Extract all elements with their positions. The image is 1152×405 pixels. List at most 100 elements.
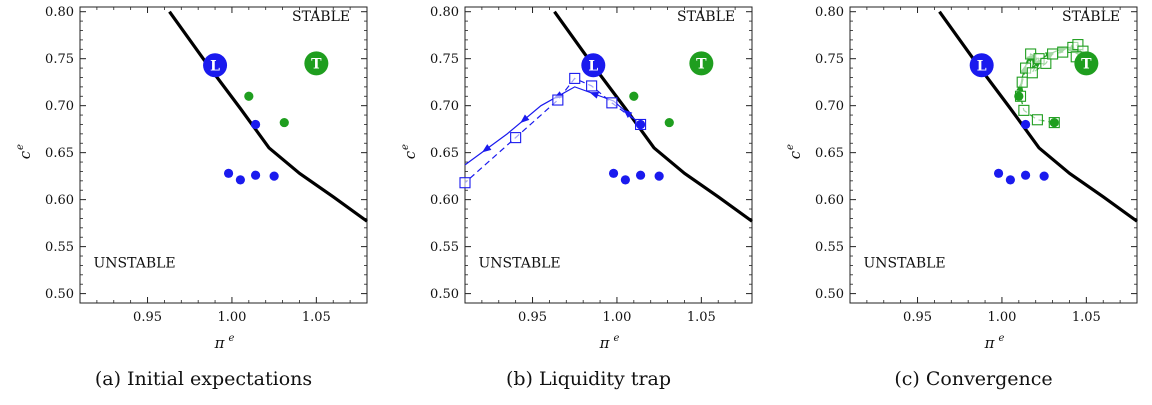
y-tick-label: 0.65 <box>815 146 844 161</box>
path-square-marker <box>1047 48 1059 60</box>
data-point <box>279 117 289 128</box>
path-arrow-head <box>520 114 530 123</box>
path-square-marker <box>569 72 581 84</box>
y-tick-label: 0.60 <box>45 193 74 208</box>
data-point <box>1014 91 1024 101</box>
y-tick-label: 0.75 <box>815 52 844 67</box>
steady-state-marker-t <box>1074 51 1099 76</box>
path-square-marker <box>586 80 598 92</box>
y-tick-label: 0.70 <box>430 99 459 114</box>
plot-frame <box>79 6 368 304</box>
y-tick-label: 0.80 <box>45 5 74 20</box>
region-label: STABLE <box>292 9 350 25</box>
panel-caption: (c) Convergence <box>894 368 1052 390</box>
data-point <box>244 91 254 101</box>
path-square-marker <box>510 132 522 144</box>
data-point <box>993 168 1004 178</box>
steady-state-marker-t <box>689 51 714 76</box>
x-axis-label: π <box>984 334 996 352</box>
y-tick-label: 0.55 <box>45 240 74 255</box>
data-point <box>1049 117 1059 128</box>
panel-caption: (b) Liquidity trap <box>506 368 671 390</box>
y-axis-label: c <box>786 150 804 159</box>
y-axis-label: c <box>16 150 34 159</box>
stability-boundary-line <box>553 10 753 223</box>
steady-state-marker-label: L <box>210 58 220 74</box>
chart-panel-3: 0.95 1.00 1.05 0.50 0.55 0.60 0.65 0.70 0.75 0.80… <box>785 5 1138 390</box>
data-point <box>1020 170 1031 180</box>
data-point <box>654 171 664 181</box>
x-tick-label: 0.95 <box>518 310 547 325</box>
y-axis-label-group: ce <box>400 144 419 159</box>
x-axis-label-superscript: e <box>999 333 1005 344</box>
region-label: STABLE <box>677 9 735 25</box>
path-square-marker <box>459 177 471 189</box>
y-axis-label-superscript: e <box>400 144 411 150</box>
y-tick-label: 0.70 <box>45 99 74 114</box>
steady-state-marker-t <box>304 51 329 76</box>
region-label: UNSTABLE <box>864 255 946 271</box>
path-square-marker <box>1040 57 1052 69</box>
data-point <box>635 170 646 180</box>
path-square-marker <box>1026 67 1038 79</box>
steady-state-marker-label: L <box>977 58 987 74</box>
path-arrow-head <box>623 109 633 118</box>
y-tick-label: 0.65 <box>430 146 459 161</box>
data-point <box>608 168 619 178</box>
panel-caption: (a) Initial expectations <box>95 368 312 390</box>
steady-state-marker-label: T <box>696 56 707 72</box>
steady-state-marker-l <box>969 53 994 78</box>
x-tick-label: 0.95 <box>903 310 932 325</box>
data-point <box>1005 175 1015 185</box>
stability-boundary-line <box>168 10 368 223</box>
data-point <box>1020 119 1031 130</box>
y-axis-label: c <box>401 150 419 159</box>
y-axis-label-superscript: e <box>15 144 26 150</box>
region-label: UNSTABLE <box>479 255 561 271</box>
y-tick-label: 0.50 <box>45 287 74 302</box>
y-axis-label-group: ce <box>15 144 34 159</box>
steady-state-marker-label: L <box>588 58 598 74</box>
x-axis-label: π <box>599 334 611 352</box>
plot-frame <box>849 6 1138 304</box>
x-tick-label: 1.05 <box>687 310 716 325</box>
steady-state-marker-label: T <box>1081 56 1092 72</box>
steady-state-marker-l <box>581 53 606 78</box>
data-point <box>629 91 639 101</box>
x-tick-label: 1.00 <box>217 310 246 325</box>
y-tick-label: 0.80 <box>815 5 844 20</box>
y-tick-label: 0.50 <box>430 287 459 302</box>
path-square-marker <box>1031 114 1043 126</box>
path-square-marker <box>606 97 618 109</box>
x-tick-label: 1.05 <box>302 310 331 325</box>
region-label: UNSTABLE <box>94 255 176 271</box>
data-point <box>250 119 261 130</box>
path-square-marker <box>552 94 564 106</box>
x-tick-label: 1.05 <box>1072 310 1101 325</box>
data-point <box>620 175 630 185</box>
path-arrow-head <box>482 144 492 153</box>
y-tick-label: 0.80 <box>430 5 459 20</box>
x-tick-label: 1.00 <box>987 310 1016 325</box>
region-label: STABLE <box>1062 9 1120 25</box>
data-point <box>223 168 234 178</box>
y-tick-label: 0.75 <box>45 52 74 67</box>
x-tick-label: 0.95 <box>133 310 162 325</box>
data-point <box>1039 171 1049 181</box>
steady-state-marker-l <box>203 53 228 78</box>
data-point <box>664 117 674 128</box>
y-tick-label: 0.55 <box>430 240 459 255</box>
steady-state-marker-label: T <box>311 56 322 72</box>
data-point <box>635 119 646 130</box>
data-point <box>235 175 245 185</box>
y-axis-label-group: ce <box>785 144 804 159</box>
x-axis-label-superscript: e <box>614 333 620 344</box>
data-point <box>250 170 261 180</box>
path-square-marker <box>1057 46 1069 58</box>
y-tick-label: 0.75 <box>430 52 459 67</box>
plot-frame <box>464 6 753 304</box>
x-axis-label: π <box>214 334 226 352</box>
y-tick-label: 0.55 <box>815 240 844 255</box>
path-square-marker <box>1016 76 1028 88</box>
